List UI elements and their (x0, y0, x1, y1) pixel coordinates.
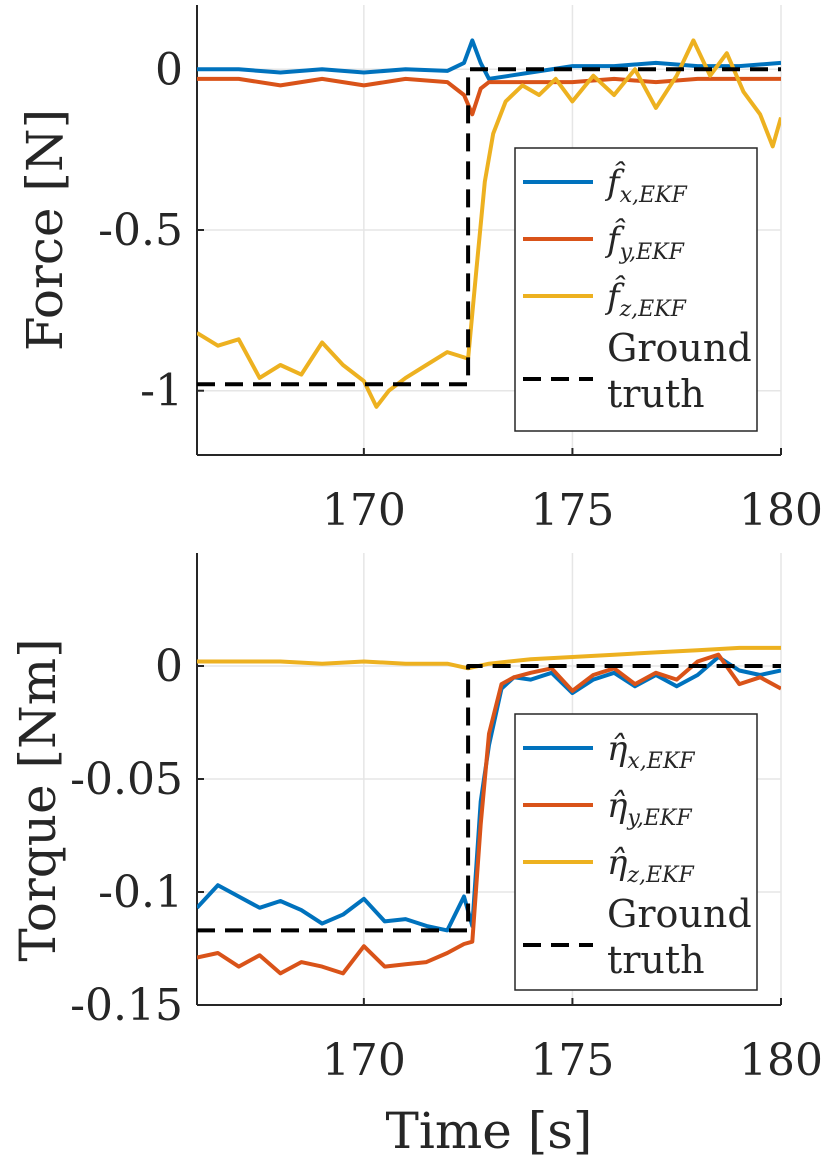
series-line-f_z_EKF (197, 38, 781, 409)
x-tick-label: 180 (739, 1035, 823, 1086)
force-axes: 170 175 180 0 -0.5 -1 Force [N] f̂x,EKFf̂y,EKFf… (16, 5, 823, 536)
legend-label-ground_truth: Ground (607, 892, 752, 936)
series-line-ground_truth (197, 664, 781, 933)
x-tick-label: 175 (530, 485, 614, 536)
y-tick-label: 0 (155, 44, 183, 95)
y-axis-label: Force [N] (16, 109, 74, 351)
legend-label-eta_x_EKF: η̂x,EKF (607, 729, 695, 774)
legend-label-ground_truth: truth (607, 372, 705, 416)
y-tick-label: -0.15 (70, 980, 183, 1031)
series-line-ground_truth (197, 67, 781, 387)
legend-label-ground_truth: truth (607, 938, 705, 982)
legend-label-eta_z_EKF: η̂z,EKF (607, 843, 694, 888)
y-tick-label: 0 (155, 641, 183, 692)
y-tick-label: -0.1 (98, 867, 183, 918)
legend-label-ground_truth: Ground (607, 326, 752, 370)
series-line-eta_y_EKF (197, 652, 781, 976)
x-tick-label: 175 (530, 1035, 614, 1086)
x-tick-label: 180 (739, 485, 823, 536)
legend-box (514, 147, 758, 432)
x-axis-label: Time [s] (386, 1102, 593, 1160)
series-line-f_y_EKF (197, 76, 781, 117)
y-axis-label: Torque [Nm] (9, 638, 67, 961)
series-line-f_x_EKF (197, 38, 781, 81)
legend-label-eta_y_EKF: η̂y,EKF (607, 786, 692, 831)
y-tick-label: -0.5 (98, 205, 183, 256)
x-tick-label: 170 (322, 1035, 406, 1086)
y-tick-label: -0.05 (70, 754, 183, 805)
y-tick-label: -1 (140, 366, 183, 417)
x-tick-label: 170 (322, 485, 406, 536)
